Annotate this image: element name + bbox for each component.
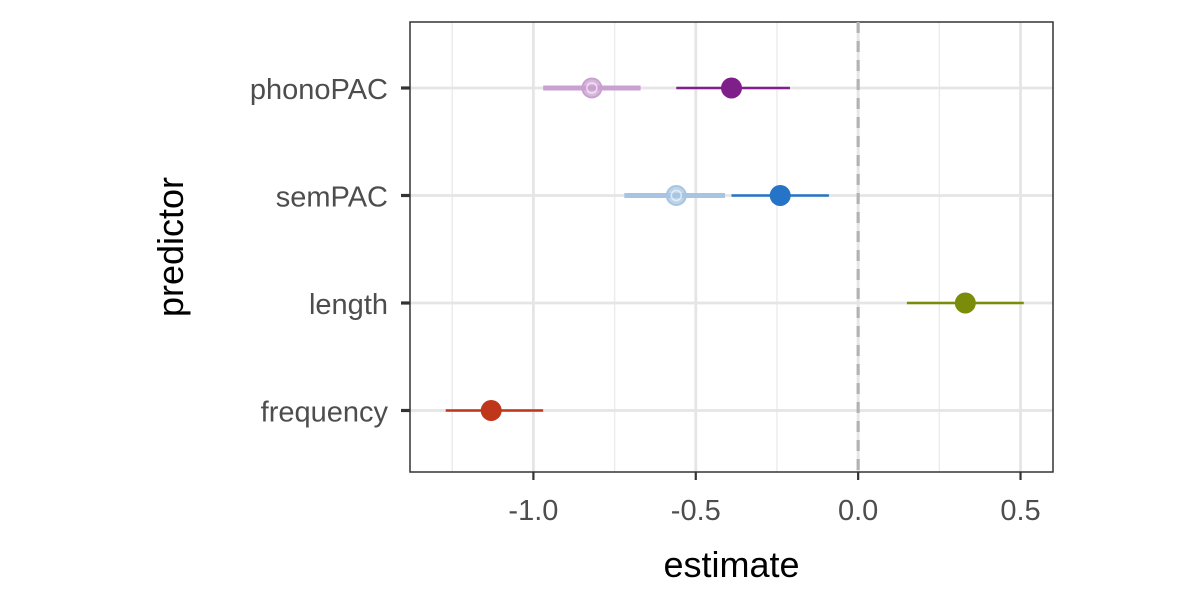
point-estimate-inner [586,82,598,94]
marks-layer [445,77,1024,421]
y-tick-label: frequency [261,397,389,429]
point-estimate [954,292,976,314]
estimate-frequency [445,400,544,421]
estimate-phonoPAC [676,77,790,99]
y-tick-label: semPAC [276,182,388,214]
y-tick-label: length [309,289,388,321]
estimate-semPAC-faded [624,185,726,206]
panel-border [409,21,1054,473]
x-tick-label: -1.0 [508,495,558,527]
point-estimate [769,185,791,206]
point-estimate-inner [670,189,683,202]
point-estimate [665,185,687,206]
y-axis-title: predictor [150,177,191,317]
point-estimate [721,77,742,99]
point-estimate [581,77,603,99]
x-tick-label: -0.5 [671,495,721,527]
y-tick-label: phonoPAC [250,74,388,106]
estimate-length [906,292,1024,314]
x-tick-label: 0.0 [838,495,878,527]
axis-layer: -1.0 -0.5 0.0 0.5 phonoPAC semPAC length freque… [250,74,1041,527]
estimate-semPAC [731,185,829,206]
x-axis-title: estimate [663,544,799,585]
x-tick-label: 0.5 [1000,495,1040,527]
estimate-phonoPAC-faded [543,77,641,99]
point-estimate [480,400,502,421]
